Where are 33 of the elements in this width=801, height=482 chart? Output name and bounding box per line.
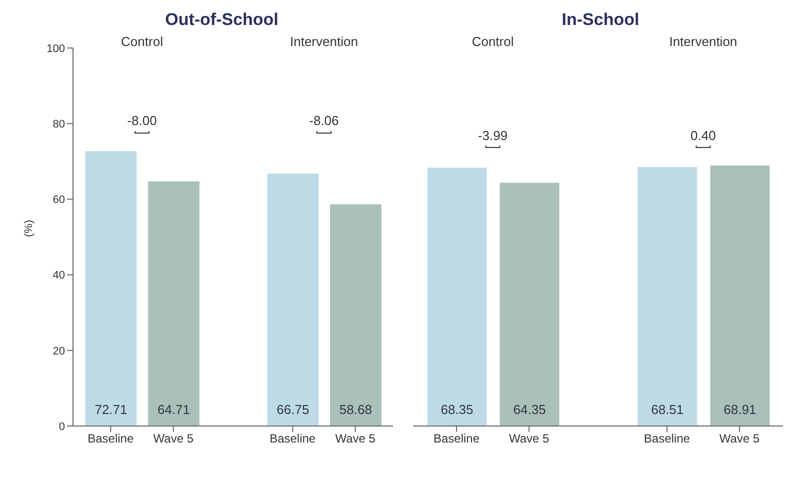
data-label: 66.75: [276, 402, 310, 417]
y-axis-title: (%): [22, 220, 35, 237]
y-tick-label: 80: [52, 118, 65, 131]
data-label: 68.35: [440, 402, 474, 417]
annotation: -8.06: [308, 113, 340, 128]
y-tick-label: 20: [52, 345, 65, 358]
annotation: -8.00: [126, 113, 158, 128]
x-tick-label: Baseline: [270, 432, 316, 446]
chart-title: Out-of-School: [164, 10, 280, 30]
data-label: 64.35: [513, 402, 546, 417]
annotation: Intervention: [289, 34, 359, 49]
x-tick-label: Wave 5: [508, 432, 550, 446]
y-tick-label: 100: [46, 42, 65, 55]
annotation: Intervention: [668, 34, 738, 49]
annotation: 0.40: [690, 128, 717, 143]
x-tick-label: Wave 5: [335, 432, 376, 446]
data-label: 64.71: [157, 402, 190, 417]
data-label: 68.91: [724, 402, 756, 417]
data-label: 72.71: [94, 402, 128, 417]
data-label: 68.51: [651, 402, 684, 417]
x-tick-label: Baseline: [434, 432, 480, 446]
chart-title: In-School: [560, 10, 640, 30]
annotation: Control: [120, 34, 164, 49]
y-tick-label: 60: [52, 194, 65, 206]
y-tick-label: 0: [58, 420, 65, 433]
annotation: -3.99: [476, 128, 509, 143]
data-label: 58.68: [339, 402, 372, 417]
annotation: Control: [470, 34, 515, 49]
x-tick-label: Wave 5: [153, 432, 194, 446]
x-tick-label: Baseline: [88, 432, 134, 446]
y-tick-label: 40: [52, 270, 65, 282]
x-tick-label: Wave 5: [719, 432, 760, 446]
x-tick-label: Baseline: [644, 432, 690, 446]
